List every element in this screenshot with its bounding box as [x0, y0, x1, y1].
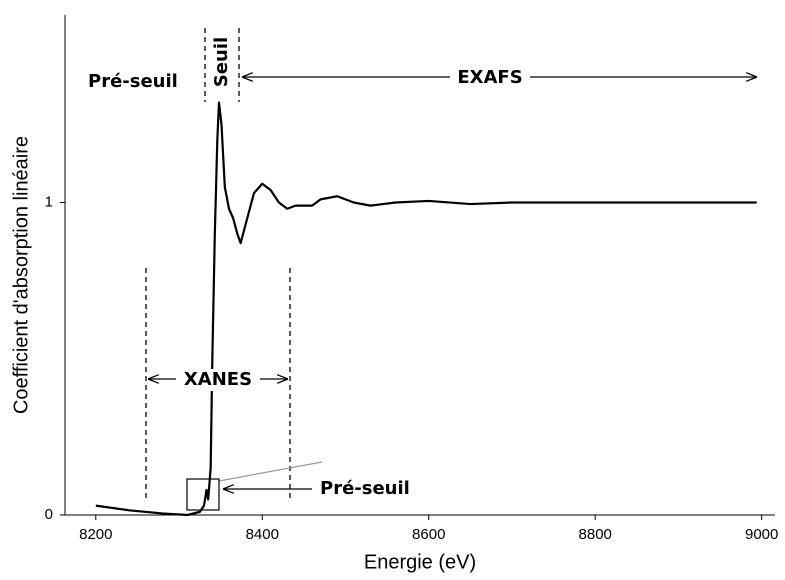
y-tick-label: 0 — [45, 506, 53, 523]
annotation: Pré-seuil — [88, 71, 178, 92]
x-axis-label: Energie (eV) — [364, 551, 476, 573]
arrows — [148, 77, 757, 511]
data-line — [95, 101, 757, 517]
y-tick-label: 1 — [45, 193, 53, 210]
guides — [145, 28, 291, 500]
x-tick-label: 8400 — [246, 526, 279, 543]
annotation: XANES — [184, 369, 252, 390]
y-axis-label: Coefficient d'absorption linéaire — [10, 136, 32, 414]
annotation: EXAFS — [457, 67, 522, 88]
label-bg — [176, 369, 260, 391]
x-tick-label: 8800 — [579, 526, 612, 543]
x-tick-label: 8600 — [412, 526, 445, 543]
annotation: Seuil — [211, 37, 232, 87]
x-tick-label: 9000 — [745, 526, 778, 543]
annotation: Pré-seuil — [320, 478, 410, 499]
x-tick-label: 8200 — [79, 526, 112, 543]
label-bg — [450, 67, 530, 89]
